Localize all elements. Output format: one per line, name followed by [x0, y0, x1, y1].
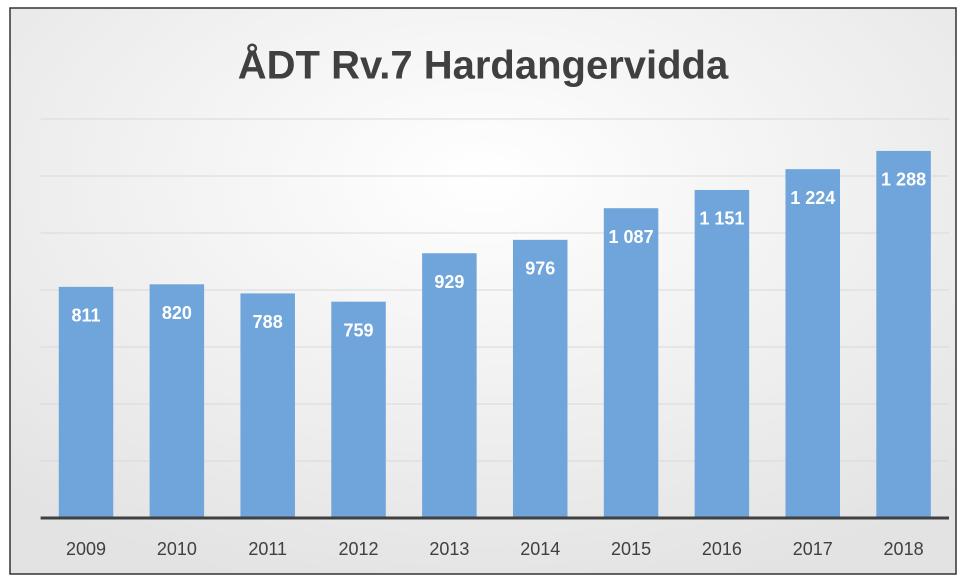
bar	[240, 293, 295, 518]
data-label: 929	[434, 272, 464, 292]
data-label: 1 151	[699, 209, 744, 229]
data-label: 1 288	[881, 170, 926, 190]
x-tick-label: 2011	[248, 539, 287, 559]
bar	[422, 253, 477, 519]
x-tick-label: 2018	[884, 539, 924, 559]
data-label: 811	[71, 306, 100, 326]
x-tick-label: 2010	[157, 539, 197, 559]
bar	[694, 189, 750, 518]
bar	[785, 169, 840, 518]
x-tick-label: 2009	[66, 539, 106, 559]
x-tick-label: 2013	[429, 539, 469, 559]
data-label: 759	[344, 320, 374, 340]
data-label: 1 087	[609, 227, 654, 247]
bar	[58, 286, 114, 518]
data-label: 1 224	[790, 188, 835, 208]
data-label: 788	[253, 312, 283, 332]
x-tick-label: 2014	[520, 539, 560, 559]
data-label: 820	[162, 303, 192, 323]
x-tick-label: 2012	[339, 539, 379, 559]
x-tick-label: 2015	[611, 539, 651, 559]
bar	[876, 150, 931, 519]
data-label: 976	[525, 259, 555, 279]
chart-title: ÅDT Rv.7 Hardangervidda	[238, 43, 729, 88]
x-tick-label: 2017	[793, 539, 833, 559]
bar	[512, 239, 568, 518]
x-tick-label: 2016	[702, 539, 742, 559]
bar	[603, 208, 659, 518]
bar	[331, 301, 386, 518]
bar	[149, 284, 205, 518]
